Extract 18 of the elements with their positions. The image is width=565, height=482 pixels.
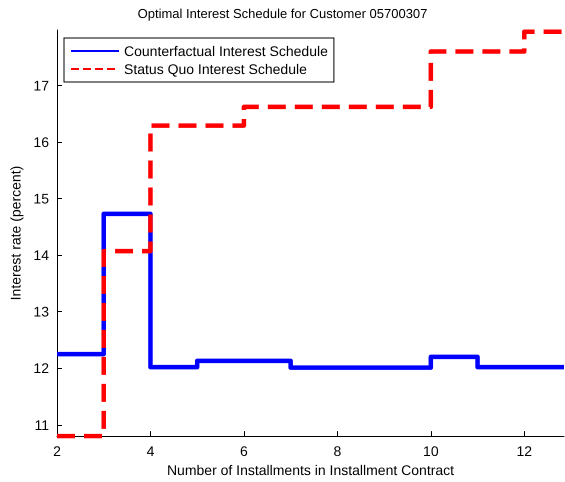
- x-tick-label: 2: [53, 443, 62, 460]
- chart-title: Optimal Interest Schedule for Customer 05700307: [138, 6, 428, 21]
- y-tick-label: 11: [34, 416, 50, 433]
- y-tick-label: 15: [33, 190, 50, 207]
- x-tick-label: 8: [333, 443, 342, 460]
- y-tick-label: 16: [33, 134, 50, 150]
- y-tick-label: 14: [33, 247, 50, 264]
- x-tick-label: 10: [423, 443, 439, 460]
- x-axis-title: Number of Installments in Installment Contract: [166, 462, 454, 478]
- y-tick-label: 13: [33, 304, 50, 320]
- x-tick-label: 12: [516, 443, 532, 460]
- legend-label: Status Quo Interest Schedule: [124, 61, 308, 77]
- legend-label: Counterfactual Interest Schedule: [124, 43, 328, 59]
- y-tick-label: 12: [33, 360, 50, 376]
- y-tick-label: 17: [33, 77, 50, 94]
- x-tick-label: 6: [240, 443, 248, 460]
- y-axis-title: Interest rate (percent): [8, 166, 24, 300]
- x-tick-label: 4: [146, 443, 155, 460]
